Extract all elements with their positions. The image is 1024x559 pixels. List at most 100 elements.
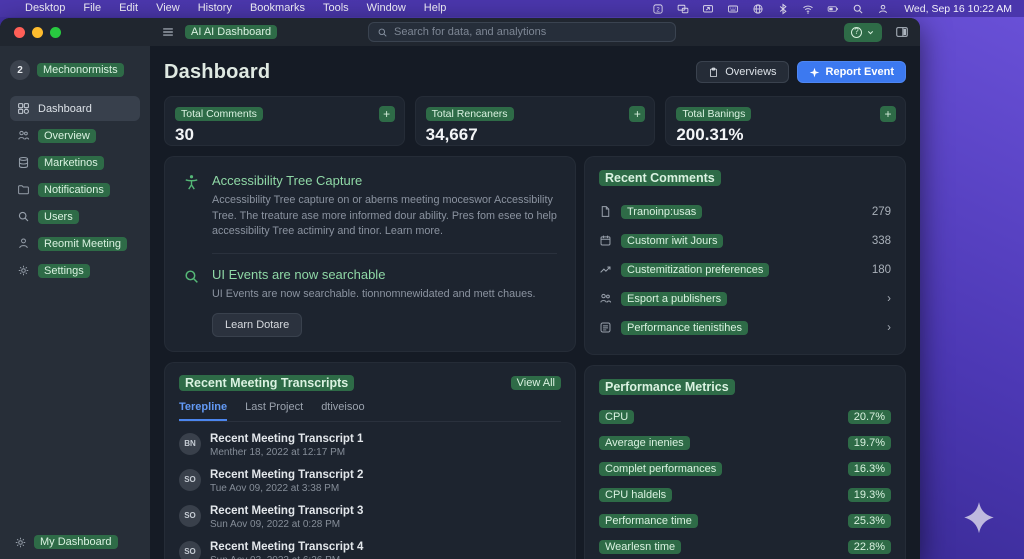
transcripts-tab[interactable]: dtiveisoo: [321, 400, 365, 413]
stat-card: Total Comments 30 +: [164, 96, 405, 146]
avatar: SO: [179, 504, 201, 527]
sidebar-item[interactable]: Overview: [10, 123, 140, 148]
menubar-item[interactable]: History: [197, 2, 232, 14]
sidebar-item[interactable]: Marketinos: [10, 150, 140, 175]
transcript-title: Recent Meeting Transcript 4: [210, 540, 364, 553]
transcript-item[interactable]: BN Recent Meeting Transcript 1 Menther 1…: [179, 432, 561, 458]
menubar-item[interactable]: Desktop: [25, 2, 66, 14]
comment-row-icon: [599, 292, 612, 305]
close-window-button[interactable]: [14, 26, 25, 38]
zoom-window-button[interactable]: [50, 26, 61, 38]
toggle-sidebar-icon[interactable]: [894, 25, 910, 39]
sidebar-item-label: Marketinos: [38, 155, 104, 170]
transcript-list: BN Recent Meeting Transcript 1 Menther 1…: [179, 432, 561, 559]
comment-row[interactable]: Tranoinp:usas 279: [599, 197, 891, 226]
sidebar-item[interactable]: Notifications: [10, 177, 140, 202]
sidebar-item-icon: [17, 237, 30, 250]
learn-dotare-button[interactable]: Learn Dotare: [212, 312, 303, 337]
comment-row[interactable]: Esport a publishers ›: [599, 284, 891, 313]
accessibility-body: Accessibility Tree capture on or aberns …: [212, 194, 557, 238]
help-menu-button[interactable]: ?: [844, 22, 882, 42]
metric-row: Performance time 25.3%: [599, 508, 891, 534]
menubar-item[interactable]: Help: [423, 2, 447, 14]
sidebar-item[interactable]: Users: [10, 204, 140, 229]
comment-row-label: Customr iwit Jours: [621, 233, 724, 248]
account-row[interactable]: 2 Mechonormists: [10, 60, 140, 80]
sidebar-item[interactable]: Dashboard: [10, 96, 140, 121]
performance-metrics-card: Performance Metrics CPU 20.7%: [584, 365, 906, 559]
sidebar-nav: Dashboard Overview Marketinos: [10, 96, 140, 283]
menubar-item[interactable]: View: [156, 2, 180, 14]
menubar-clock[interactable]: Wed, Sep 16 10:22 AM: [904, 2, 1012, 15]
app-window: AI AI Dashboard ? 2 Mechonormists: [0, 18, 920, 559]
status-icon[interactable]: [702, 3, 714, 15]
chevron-down-icon: [866, 28, 875, 37]
sidebar-item[interactable]: Settings: [10, 258, 140, 283]
minimize-window-button[interactable]: [32, 26, 43, 38]
gear-icon: [14, 536, 27, 549]
comment-row-icon: [599, 205, 612, 218]
comment-row-label: Tranoinp:usas: [621, 204, 703, 219]
transcript-title: Recent Meeting Transcript 3: [210, 504, 364, 517]
menubar-item[interactable]: Bookmarks: [249, 2, 305, 14]
transcript-date: Tue Aov 09, 2022 at 3:38 PM: [210, 482, 340, 494]
divider: [212, 252, 557, 254]
comment-row[interactable]: Customr iwit Jours 338: [599, 226, 891, 255]
search-input[interactable]: [394, 26, 667, 38]
account-name: Mechonormists: [37, 63, 124, 77]
metric-value: 22.8%: [847, 540, 891, 554]
metric-label: Wearlesn time: [599, 540, 682, 554]
avatar: SO: [179, 468, 201, 491]
transcript-date: Menther 18, 2022 at 12:17 PM: [210, 446, 346, 458]
sidebar-footer-my-dashboard[interactable]: My Dashboard: [10, 535, 140, 551]
status-icon[interactable]: [752, 3, 764, 15]
status-icon[interactable]: [677, 3, 689, 15]
comment-row[interactable]: Performance tienistihes ›: [599, 313, 891, 342]
menubar-item[interactable]: Tools: [322, 2, 349, 14]
overviews-button[interactable]: Overviews: [696, 61, 789, 83]
transcript-title: Recent Meeting Transcript 1: [210, 432, 364, 445]
menubar-item[interactable]: Edit: [119, 2, 139, 14]
status-icon[interactable]: [852, 3, 864, 15]
transcript-item[interactable]: SO Recent Meeting Transcript 3 Sun Aov 0…: [179, 504, 561, 530]
report-event-button[interactable]: Report Event: [796, 61, 906, 83]
add-button[interactable]: +: [378, 106, 395, 122]
comment-row-icon: [599, 263, 612, 276]
transcript-item[interactable]: SO Recent Meeting Transcript 2 Tue Aov 0…: [179, 468, 561, 494]
menubar-item[interactable]: Window: [366, 2, 406, 14]
transcripts-tab[interactable]: Terepline: [179, 401, 228, 421]
recent-comments-title: Recent Comments: [599, 170, 721, 186]
metric-row: Complet performances 16.3%: [599, 456, 891, 482]
comment-row-value: ›: [887, 321, 891, 334]
add-button[interactable]: +: [880, 106, 897, 122]
view-all-link[interactable]: View All: [510, 375, 561, 390]
accessibility-title: Accessibility Tree Capture: [212, 173, 363, 188]
sidebar-item-icon: [17, 264, 30, 277]
window-titlebar: AI AI Dashboard ?: [0, 18, 920, 46]
transcript-title: Recent Meeting Transcript 2: [210, 468, 364, 481]
comment-row[interactable]: Custemitization preferences 180: [599, 255, 891, 284]
metric-row: CPU 20.7%: [599, 404, 891, 430]
metric-label: Performance time: [599, 514, 698, 528]
menubar-item[interactable]: File: [83, 2, 102, 14]
hamburger-menu-icon[interactable]: [161, 25, 175, 39]
transcripts-title: Recent Meeting Transcripts: [179, 374, 355, 391]
metric-row: Average inenies 19.7%: [599, 430, 891, 456]
status-icon[interactable]: [827, 3, 839, 15]
status-icon[interactable]: [802, 3, 814, 15]
status-icon[interactable]: [652, 3, 664, 15]
comment-row-value: 180: [871, 263, 891, 276]
sparkle-icon: [809, 67, 820, 78]
sidebar: 2 Mechonormists Dashboard Overview: [0, 46, 150, 559]
status-icon[interactable]: [877, 3, 889, 15]
global-search-field[interactable]: [368, 22, 676, 42]
comment-row-value: 338: [871, 234, 891, 247]
status-icon[interactable]: [777, 3, 789, 15]
metric-label: CPU: [599, 410, 635, 424]
status-icon[interactable]: [727, 3, 739, 15]
sidebar-item[interactable]: Reomit Meeting: [10, 231, 140, 256]
transcripts-tab[interactable]: Last Project: [245, 400, 304, 413]
sidebar-item-label: Notifications: [38, 182, 110, 197]
transcript-item[interactable]: SO Recent Meeting Transcript 4 Sun Aov 0…: [179, 540, 561, 559]
add-button[interactable]: +: [629, 106, 646, 122]
